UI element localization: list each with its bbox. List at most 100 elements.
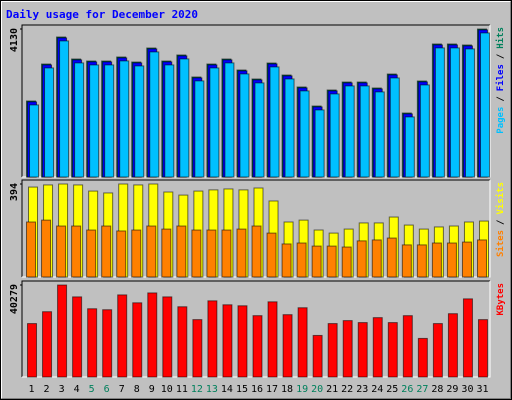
- bar: [161, 228, 172, 278]
- legend-separator: /: [496, 96, 506, 101]
- bar: [314, 109, 325, 178]
- bar: [207, 300, 218, 378]
- legend-separator: /: [496, 54, 506, 59]
- bar: [311, 245, 322, 278]
- chart-title: Daily usage for December 2020: [6, 8, 198, 21]
- bar: [57, 284, 68, 378]
- y-tick-label: 394: [9, 183, 20, 201]
- x-tick-label: 21: [326, 384, 338, 395]
- bar: [116, 230, 127, 278]
- bar: [419, 84, 430, 178]
- bar: [372, 317, 383, 378]
- bar: [179, 58, 190, 178]
- legend-entry: Sites: [495, 230, 506, 257]
- legend-entry: KBytes: [496, 283, 506, 316]
- bar: [71, 225, 82, 278]
- bar: [102, 309, 113, 378]
- panel-bevel: [21, 179, 490, 277]
- bar: [449, 47, 460, 178]
- x-tick-label: 24: [371, 384, 383, 395]
- x-tick-label: 1: [29, 384, 35, 395]
- y-tick-label: 4130: [9, 28, 20, 52]
- bar: [134, 65, 145, 178]
- bar: [329, 93, 340, 178]
- bar: [192, 319, 203, 378]
- x-tick-label: 2: [44, 384, 50, 395]
- x-tick-label: 12: [191, 384, 203, 395]
- bar: [72, 296, 83, 378]
- bar: [56, 225, 67, 278]
- legend-separator: /: [496, 220, 506, 225]
- bar: [206, 229, 217, 278]
- x-tick-label: 23: [356, 384, 368, 395]
- legend-entry: Pages: [496, 107, 506, 134]
- y-tick-label: 40279: [9, 284, 20, 314]
- bar: [209, 67, 220, 178]
- panel-bevel: [21, 24, 490, 177]
- bar: [267, 301, 278, 378]
- bar: [389, 77, 400, 178]
- legend: Sites / Visits: [495, 182, 506, 257]
- x-tick-label: 17: [266, 384, 278, 395]
- bar: [416, 244, 427, 278]
- bar: [282, 314, 293, 378]
- bar: [89, 64, 100, 178]
- bar: [297, 307, 308, 378]
- bar: [27, 323, 38, 378]
- bar: [237, 305, 248, 378]
- bar: [101, 225, 112, 278]
- bar: [221, 229, 232, 278]
- x-tick-label: 11: [176, 384, 188, 395]
- x-tick-label: 10: [161, 384, 173, 395]
- bar: [132, 302, 143, 378]
- bar: [356, 240, 367, 278]
- bar: [434, 47, 445, 178]
- legend-entry: Files: [495, 64, 506, 91]
- bar: [447, 313, 458, 378]
- bar: [374, 91, 385, 178]
- bar: [222, 304, 233, 378]
- bar: [326, 245, 337, 278]
- bar: [252, 315, 263, 378]
- x-tick-label: 25: [386, 384, 398, 395]
- bar: [164, 64, 175, 178]
- x-tick-label: 16: [251, 384, 263, 395]
- x-tick-label: 26: [401, 384, 413, 395]
- bar: [327, 323, 338, 378]
- bar: [149, 51, 160, 178]
- bar: [239, 73, 250, 178]
- bar: [342, 320, 353, 378]
- bar: [371, 239, 382, 278]
- bar: [177, 306, 188, 378]
- x-tick-label: 29: [446, 384, 458, 395]
- bar: [74, 62, 85, 178]
- bar: [191, 229, 202, 278]
- x-tick-label: 31: [476, 384, 488, 395]
- legend-entry: Hits: [495, 27, 506, 49]
- bar: [254, 82, 265, 178]
- legend-entry: Visits: [495, 182, 506, 215]
- bar: [59, 40, 70, 178]
- bar: [42, 311, 53, 378]
- bar: [359, 85, 370, 178]
- bar: [147, 292, 158, 378]
- legend: KBytes: [496, 283, 506, 316]
- bar: [476, 239, 487, 278]
- bar: [251, 225, 262, 278]
- bar: [432, 323, 443, 378]
- x-tick-label: 14: [221, 384, 233, 395]
- bar: [44, 67, 55, 178]
- bar: [344, 85, 355, 178]
- x-tick-label: 22: [341, 384, 353, 395]
- bar: [404, 116, 415, 178]
- bar: [176, 225, 187, 278]
- bar: [461, 241, 472, 278]
- bar: [29, 104, 40, 178]
- legend: Pages / Files / Hits: [495, 27, 506, 134]
- bar: [26, 221, 37, 278]
- x-tick-label: 30: [461, 384, 473, 395]
- bar: [464, 48, 475, 178]
- x-tick-label: 19: [296, 384, 308, 395]
- x-tick-label: 28: [431, 384, 443, 395]
- bar: [387, 322, 398, 378]
